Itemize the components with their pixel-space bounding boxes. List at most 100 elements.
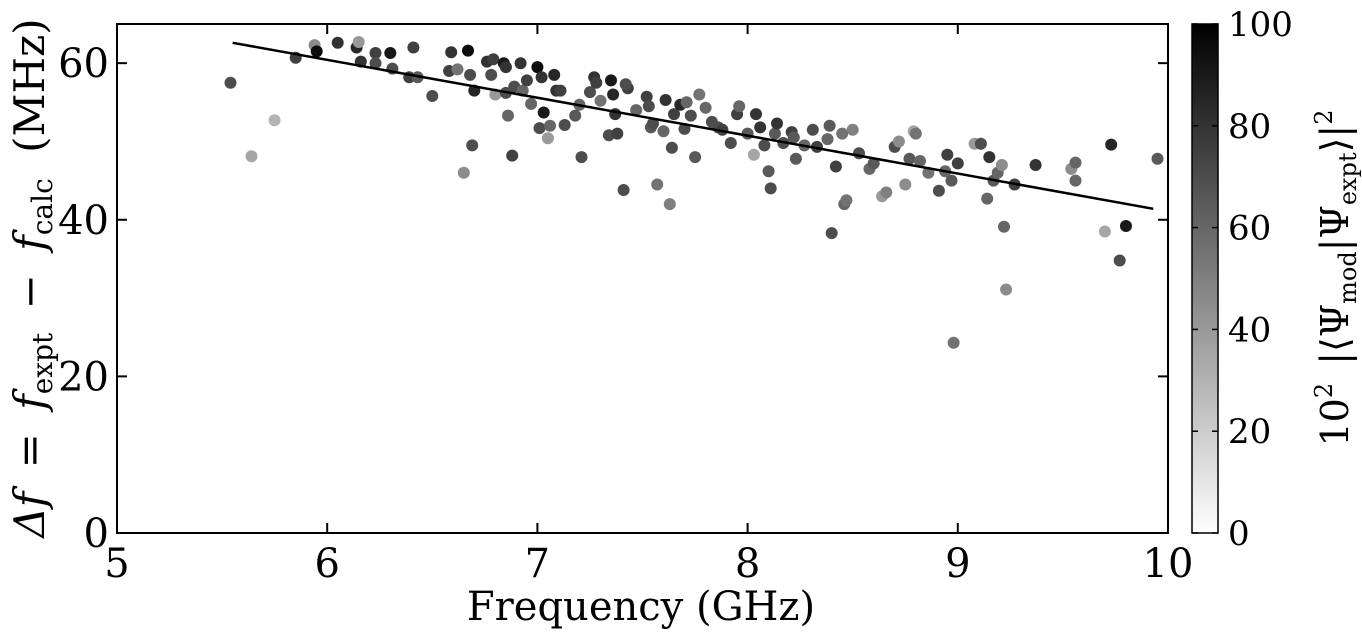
data-point-45: [544, 119, 556, 132]
data-point-73: [663, 198, 676, 211]
data-point-119: [892, 135, 905, 148]
data-point-20: [451, 63, 464, 76]
data-point-58: [605, 74, 617, 87]
data-point-81: [693, 88, 706, 101]
data-point-111: [840, 194, 853, 207]
data-point-34: [506, 149, 519, 162]
colorbar-tick-label: 20: [1228, 412, 1271, 452]
data-point-24: [466, 139, 479, 152]
svg-text:102 |⟨Ψmod|Ψexpt⟩|2: 102 |⟨Ψmod|Ψexpt⟩|2: [1297, 109, 1362, 446]
colorbar-tick-label: 0: [1228, 514, 1250, 554]
data-point-138: [995, 159, 1008, 171]
data-point-56: [594, 94, 607, 107]
data-point-135: [983, 151, 996, 164]
fit-line: [232, 41, 1154, 211]
data-point-147: [1105, 138, 1118, 151]
y-tick-label: 20: [58, 354, 109, 400]
data-point-61: [611, 127, 624, 140]
data-point-69: [647, 117, 659, 130]
data-point-59: [607, 88, 620, 101]
data-point-74: [665, 141, 678, 154]
svg-text:Δf = fexpt −: Δf = fexpt − fcalc (MHz): [5, 18, 62, 539]
data-point-91: [750, 108, 762, 121]
data-point-2: [268, 114, 281, 127]
cb-title-mid: |Ψ: [1313, 205, 1357, 251]
data-point-82: [699, 101, 712, 114]
x-tick-label: 5: [104, 541, 129, 587]
tick-labels: 5 6 7 8 9 10 0 20 40 60: [58, 41, 1193, 587]
data-point-94: [762, 165, 775, 178]
data-point-39: [525, 97, 538, 110]
data-point-109: [836, 127, 849, 140]
data-point-129: [945, 174, 958, 187]
data-point-92: [754, 121, 767, 134]
x-tick-label: 10: [1143, 541, 1194, 587]
data-point-149: [1120, 220, 1132, 232]
ylabel-sub1: expt: [26, 332, 59, 394]
data-point-133: [974, 137, 987, 150]
data-point-150: [1151, 152, 1164, 165]
data-point-48: [554, 84, 567, 97]
data-point-70: [651, 178, 664, 191]
data-point-17: [426, 90, 439, 102]
data-point-86: [724, 137, 737, 149]
ylabel-unit: (MHz): [5, 18, 54, 153]
data-point-71: [657, 125, 670, 138]
data-point-38: [520, 74, 533, 87]
data-point-96: [768, 127, 781, 140]
cb-title-open: |⟨Ψ: [1313, 304, 1357, 365]
data-point-6: [331, 36, 344, 49]
x-tick-label: 7: [525, 541, 550, 587]
colorbar-ticks: 0 20 40 60 80 100: [1192, 5, 1293, 554]
data-point-78: [680, 96, 693, 109]
data-point-8: [352, 36, 365, 48]
data-point-140: [1000, 283, 1013, 296]
data-point-46: [548, 68, 561, 81]
data-point-121: [903, 152, 916, 165]
x-axis-title: Frequency (GHz): [467, 584, 815, 630]
x-tick-label: 9: [945, 541, 970, 587]
data-point-66: [640, 90, 653, 103]
colorbar: [1191, 23, 1219, 534]
data-point-115: [867, 157, 880, 170]
x-tick-label: 8: [735, 541, 760, 587]
data-point-80: [689, 151, 702, 164]
data-point-106: [823, 119, 836, 132]
x-tick-label: 6: [314, 541, 339, 587]
data-point-145: [1069, 156, 1082, 169]
scatter-points: [224, 36, 1164, 349]
axis-ticks: [116, 24, 1169, 534]
ylabel-equals: =: [5, 433, 54, 468]
data-point-65: [630, 104, 643, 117]
data-point-131: [951, 157, 964, 170]
data-point-49: [558, 119, 571, 131]
cb-title-sub-mod: mod: [1334, 251, 1362, 304]
data-point-90: [747, 148, 760, 161]
data-point-101: [789, 152, 802, 165]
y-tick-label: 40: [58, 198, 109, 244]
data-point-79: [684, 109, 697, 122]
data-point-130: [947, 336, 960, 349]
data-point-93: [758, 139, 771, 152]
data-point-50: [569, 109, 582, 122]
data-point-124: [914, 155, 926, 167]
data-point-52: [575, 151, 588, 164]
data-point-95: [764, 182, 777, 195]
colorbar-tick-label: 100: [1228, 5, 1293, 45]
data-point-97: [771, 117, 783, 130]
ylabel-sub2: calc: [26, 178, 59, 235]
data-point-64: [619, 78, 632, 91]
data-point-72: [659, 94, 672, 106]
y-axis-title: Δf = fexpt − fcalc (MHz): [5, 18, 62, 539]
y-tick-label: 60: [58, 41, 109, 87]
data-point-123: [909, 127, 922, 140]
data-point-107: [825, 227, 838, 240]
data-point-33: [502, 109, 514, 122]
data-point-75: [668, 108, 680, 121]
cb-title-prefix: 10: [1313, 398, 1357, 446]
data-point-117: [880, 186, 893, 199]
data-point-128: [941, 148, 954, 161]
data-point-142: [1029, 159, 1042, 171]
data-point-89: [741, 127, 754, 140]
data-point-27: [485, 68, 498, 81]
